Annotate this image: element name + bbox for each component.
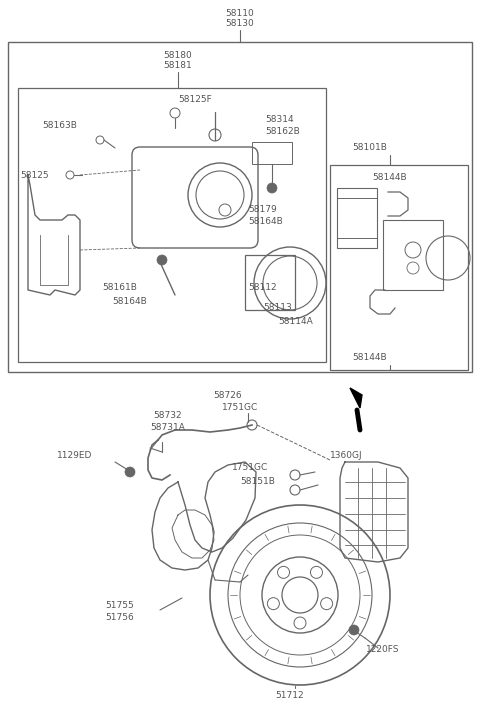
Text: 58125F: 58125F: [178, 95, 212, 104]
Circle shape: [349, 625, 359, 635]
Text: 58125: 58125: [21, 171, 49, 180]
Text: 58130: 58130: [226, 20, 254, 28]
Text: 58731A: 58731A: [151, 422, 185, 431]
Circle shape: [125, 467, 135, 477]
Text: 58726: 58726: [214, 391, 242, 400]
Bar: [330, 165, 468, 370]
Text: 58314: 58314: [265, 116, 294, 125]
Text: 58162B: 58162B: [265, 128, 300, 137]
Bar: [18, 88, 326, 362]
Text: 58144B: 58144B: [353, 353, 387, 362]
Bar: [337, 198, 377, 238]
Text: 1220FS: 1220FS: [366, 646, 400, 654]
Text: 51712: 51712: [276, 690, 304, 699]
Bar: [337, 188, 377, 248]
Text: 58181: 58181: [164, 61, 192, 70]
Text: 1751GC: 1751GC: [232, 463, 268, 472]
Bar: [252, 142, 292, 164]
Text: 58164B: 58164B: [248, 218, 283, 226]
Text: 58151B: 58151B: [240, 477, 276, 486]
Text: 58180: 58180: [164, 51, 192, 59]
Polygon shape: [350, 388, 362, 408]
Text: 58114A: 58114A: [278, 317, 313, 326]
Text: 58161B: 58161B: [103, 283, 137, 293]
Text: 58113: 58113: [263, 303, 292, 312]
Text: 58144B: 58144B: [372, 173, 408, 183]
Text: 58732: 58732: [154, 410, 182, 419]
Bar: [383, 220, 443, 290]
Text: 58164B: 58164B: [113, 298, 147, 307]
Text: 1751GC: 1751GC: [222, 403, 258, 412]
Bar: [245, 255, 295, 310]
Text: 58179: 58179: [248, 205, 277, 214]
Text: 1360GJ: 1360GJ: [330, 450, 362, 460]
Text: 58101B: 58101B: [353, 144, 387, 152]
Bar: [8, 42, 472, 372]
Text: 58112: 58112: [248, 283, 276, 293]
Text: 1129ED: 1129ED: [57, 450, 93, 460]
Text: 58163B: 58163B: [43, 121, 77, 130]
Text: 51756: 51756: [106, 613, 134, 622]
Circle shape: [267, 183, 277, 193]
Circle shape: [157, 255, 167, 265]
Text: 51755: 51755: [106, 601, 134, 610]
Text: 58110: 58110: [226, 9, 254, 18]
